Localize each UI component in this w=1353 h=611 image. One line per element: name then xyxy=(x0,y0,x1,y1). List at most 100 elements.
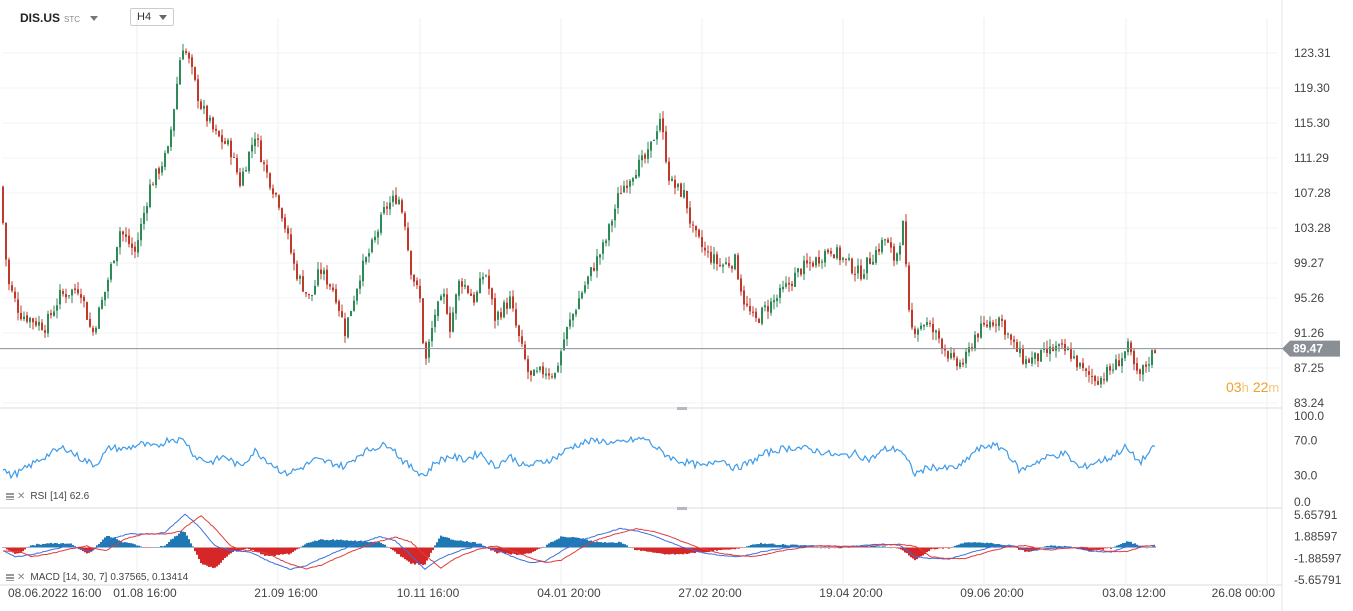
macd-histogram-bar xyxy=(736,547,738,549)
candle-down xyxy=(320,269,322,274)
candle-down xyxy=(44,330,46,333)
candle-up xyxy=(590,267,592,277)
candle-up xyxy=(431,328,433,342)
candle-down xyxy=(1082,363,1084,369)
macd-histogram-bar xyxy=(1146,547,1148,549)
macd-histogram-bar xyxy=(304,544,306,548)
macd-histogram-bar xyxy=(942,547,944,549)
price-tick-label: 91.26 xyxy=(1294,326,1324,340)
chevron-down-icon[interactable] xyxy=(90,15,99,21)
macd-histogram-bar xyxy=(882,546,884,548)
time-tick-label: 27.02 20:00 xyxy=(678,586,742,600)
candle-up xyxy=(299,275,301,279)
macd-histogram-bar xyxy=(910,547,912,558)
macd-histogram-bar xyxy=(124,542,126,548)
candle-up xyxy=(443,293,445,297)
macd-histogram-bar xyxy=(862,546,864,548)
candle-up xyxy=(254,138,256,147)
candle-down xyxy=(65,294,67,298)
close-icon[interactable]: ✕ xyxy=(17,572,26,583)
candle-up xyxy=(581,292,583,299)
timeframe-selector[interactable]: H4 xyxy=(130,8,174,26)
macd-histogram-bar xyxy=(1078,547,1080,549)
chevron-down-icon[interactable] xyxy=(159,14,167,20)
macd-histogram-bar xyxy=(740,547,742,548)
candle-down xyxy=(860,265,862,280)
macd-histogram-bar xyxy=(36,543,38,548)
candle-up xyxy=(569,319,571,327)
macd-histogram-bar xyxy=(8,547,10,551)
candle-up xyxy=(980,323,982,338)
rsi-legend[interactable]: ✕ RSI [14] 62.6 xyxy=(6,491,89,502)
candle-up xyxy=(797,268,799,273)
candle-down xyxy=(470,293,472,296)
macd-legend[interactable]: ✕ MACD [14, 30, 7] 0.37565, 0.13414 xyxy=(6,572,188,583)
macd-histogram-bar xyxy=(396,547,398,554)
macd-histogram-bar xyxy=(292,547,294,552)
candle-down xyxy=(1136,363,1138,371)
candle-down xyxy=(308,294,310,296)
candle-down xyxy=(1004,320,1006,335)
candle-up xyxy=(479,278,481,294)
macd-histogram-bar xyxy=(720,547,722,551)
macd-histogram-bar xyxy=(616,542,618,548)
macd-histogram-bar xyxy=(904,547,906,553)
macd-histogram-bar xyxy=(398,547,400,555)
macd-histogram-bar xyxy=(676,547,678,555)
candle-down xyxy=(200,101,202,109)
macd-histogram-bar xyxy=(332,539,334,548)
candle-up xyxy=(452,312,454,332)
macd-histogram-bar xyxy=(98,544,100,548)
macd-histogram-bar xyxy=(1126,541,1128,548)
candle-up xyxy=(377,231,379,238)
candle-down xyxy=(743,290,745,305)
candle-up xyxy=(350,311,352,317)
candle-down xyxy=(944,348,946,351)
candle-down xyxy=(1130,342,1132,353)
symbol-name: DIS.US xyxy=(20,11,61,25)
candle-up xyxy=(1124,351,1126,359)
candle-down xyxy=(1076,355,1078,368)
candle-up xyxy=(347,317,349,338)
macd-histogram-bar xyxy=(444,537,446,548)
settings-icon[interactable] xyxy=(6,493,14,500)
macd-histogram-bar xyxy=(762,543,764,548)
macd-histogram-bar xyxy=(374,541,376,548)
candle-down xyxy=(26,315,28,322)
macd-histogram-bar xyxy=(644,547,646,551)
macd-histogram-bar xyxy=(620,542,622,548)
candle-up xyxy=(389,202,391,210)
candle-up xyxy=(557,365,559,372)
candle-down xyxy=(956,358,958,367)
settings-icon[interactable] xyxy=(6,574,14,581)
candle-down xyxy=(788,282,790,285)
macd-histogram-bar xyxy=(732,547,734,549)
candle-up xyxy=(428,341,430,358)
macd-histogram-bar xyxy=(140,546,142,548)
candle-up xyxy=(611,221,613,226)
candle-up xyxy=(353,300,355,311)
macd-histogram-bar xyxy=(258,547,260,553)
candle-down xyxy=(731,266,733,269)
candle-down xyxy=(194,67,196,80)
macd-histogram-bar xyxy=(964,542,966,548)
price-tick-label: 87.25 xyxy=(1294,361,1324,375)
macd-histogram-bar xyxy=(552,541,554,548)
candle-down xyxy=(152,184,154,186)
price-tick-label: 103.28 xyxy=(1294,221,1331,235)
macd-histogram-bar xyxy=(1056,546,1058,548)
candle-up xyxy=(779,287,781,298)
macd-histogram-bar xyxy=(306,543,308,548)
macd-histogram-bar xyxy=(944,547,946,548)
macd-histogram-bar xyxy=(280,547,282,555)
macd-histogram-bar xyxy=(628,547,630,548)
macd-histogram-bar xyxy=(898,547,900,549)
close-icon[interactable]: ✕ xyxy=(17,491,26,502)
macd-histogram-bar xyxy=(392,547,394,551)
macd-histogram-bar xyxy=(518,547,520,555)
macd-histogram-bar xyxy=(930,547,932,550)
candle-down xyxy=(1064,343,1066,351)
macd-histogram-bar xyxy=(456,540,458,548)
symbol-selector[interactable]: DIS.US STC xyxy=(20,8,99,28)
